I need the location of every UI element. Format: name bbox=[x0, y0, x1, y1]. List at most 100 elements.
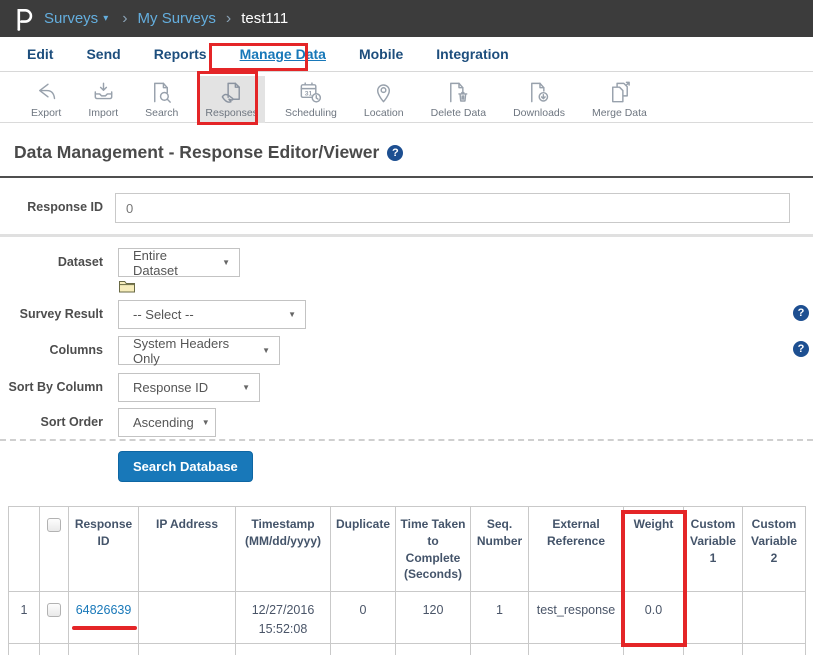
select-column-header bbox=[39, 506, 69, 592]
breadcrumb-separator-icon: › bbox=[225, 9, 232, 27]
breadcrumb-my-surveys[interactable]: My Surveys bbox=[137, 10, 216, 27]
row-checkbox[interactable] bbox=[47, 603, 61, 617]
tab-edit[interactable]: Edit bbox=[27, 46, 54, 62]
toolbar-item-scheduling[interactable]: 31 Scheduling bbox=[278, 76, 344, 123]
toolbar-item-import[interactable]: Import bbox=[81, 76, 125, 123]
timestamp-header: Timestamp (MM/dd/yyyy) bbox=[235, 506, 331, 592]
delete-data-icon bbox=[449, 82, 468, 103]
nav-tab-bar: Edit Send Reports Manage Data Mobile Int… bbox=[0, 37, 813, 72]
tab-integration[interactable]: Integration bbox=[436, 46, 509, 62]
timestamp-time: 15:52:08 bbox=[258, 621, 308, 636]
response-id-link[interactable]: 64826639 bbox=[75, 603, 132, 617]
select-cell bbox=[39, 591, 69, 644]
timestamp-date: 12/27/2016 bbox=[251, 603, 315, 617]
response-id-cell: 64826639 bbox=[68, 591, 139, 644]
toolbar-item-search[interactable]: Search bbox=[138, 76, 185, 123]
tab-send[interactable]: Send bbox=[86, 46, 121, 62]
merge-data-icon bbox=[611, 81, 630, 103]
help-icon[interactable]: ? bbox=[387, 144, 404, 161]
search-icon bbox=[154, 82, 172, 103]
row-number-cell: 1 bbox=[8, 591, 40, 644]
breadcrumb-survey-name: test111 bbox=[241, 10, 289, 27]
columns-label: Columns bbox=[49, 343, 103, 357]
time-taken-cell: 120 bbox=[395, 591, 471, 644]
time-taken-header: Time Taken to Complete (Seconds) bbox=[395, 506, 471, 592]
location-icon bbox=[377, 84, 391, 103]
svg-text:31: 31 bbox=[305, 90, 313, 97]
table-row bbox=[8, 643, 806, 655]
manage-data-toolbar: Export Import Search Responses bbox=[0, 72, 813, 123]
sort-order-label: Sort Order bbox=[40, 415, 103, 429]
dataset-label: Dataset bbox=[57, 255, 103, 269]
page-title: Data Management - Response Editor/Viewer bbox=[14, 142, 380, 162]
toolbar-item-label: Delete Data bbox=[430, 107, 487, 119]
toolbar-item-responses[interactable]: Responses bbox=[198, 76, 265, 123]
sort-order-select-value: Ascending bbox=[133, 415, 194, 430]
duplicate-header: Duplicate bbox=[330, 506, 396, 592]
toolbar-item-location[interactable]: Location bbox=[357, 76, 411, 123]
toolbar-item-label: Merge Data bbox=[592, 107, 647, 119]
questionpro-logo[interactable] bbox=[13, 6, 35, 32]
custom-variable-2-header: Custom Variable 2 bbox=[742, 506, 806, 592]
sort-by-column-select[interactable]: Response ID ▼ bbox=[118, 373, 260, 402]
toolbar-item-label: Import bbox=[88, 107, 119, 119]
toolbar-item-label: Export bbox=[31, 107, 62, 119]
dashed-divider bbox=[0, 439, 813, 441]
toolbar-item-label: Downloads bbox=[513, 107, 566, 119]
columns-select[interactable]: System Headers Only ▼ bbox=[118, 335, 280, 366]
section-divider bbox=[0, 234, 813, 237]
select-caret-icon: ▼ bbox=[288, 310, 296, 319]
search-form: Response ID Dataset Entire Dataset ▼ Sur… bbox=[0, 178, 813, 443]
dataset-select[interactable]: Entire Dataset ▼ bbox=[118, 247, 240, 278]
table-row: 1 64826639 12/27/2016 15:52:08 0 120 1 t… bbox=[8, 591, 806, 644]
select-caret-icon: ▼ bbox=[201, 418, 210, 427]
tab-reports[interactable]: Reports bbox=[153, 46, 207, 62]
toolbar-item-delete-data[interactable]: Delete Data bbox=[424, 76, 493, 123]
tab-mobile[interactable]: Mobile bbox=[358, 46, 404, 62]
external-reference-cell: test_response bbox=[528, 591, 624, 644]
duplicate-cell: 0 bbox=[330, 591, 396, 644]
page-title-row: Data Management - Response Editor/Viewer… bbox=[14, 142, 813, 163]
timestamp-cell: 12/27/2016 15:52:08 bbox=[235, 591, 331, 644]
chevron-down-icon[interactable]: ▾ bbox=[103, 13, 109, 24]
response-id-input[interactable] bbox=[115, 193, 790, 223]
toolbar-item-label: Responses bbox=[205, 107, 258, 119]
toolbar-item-label: Scheduling bbox=[284, 107, 337, 119]
responses-table: Response ID IP Address Timestamp (MM/dd/… bbox=[8, 506, 806, 655]
select-caret-icon: ▼ bbox=[262, 346, 270, 355]
external-reference-header: External Reference bbox=[528, 506, 624, 592]
custom-variable-1-cell bbox=[683, 591, 743, 644]
sort-by-column-select-value: Response ID bbox=[133, 380, 209, 395]
seq-number-cell: 1 bbox=[470, 591, 529, 644]
select-all-checkbox[interactable] bbox=[47, 518, 61, 532]
sort-by-column-label: Sort By Column bbox=[8, 380, 103, 394]
ip-address-cell bbox=[138, 591, 236, 644]
scheduling-icon: 31 bbox=[301, 82, 322, 103]
downloads-icon bbox=[530, 82, 548, 103]
table-header-row: Response ID IP Address Timestamp (MM/dd/… bbox=[8, 506, 806, 592]
columns-help-icon[interactable]: ? bbox=[793, 341, 809, 357]
survey-result-select-value: -- Select -- bbox=[133, 307, 194, 322]
search-database-button[interactable]: Search Database bbox=[118, 451, 253, 482]
weight-header: Weight bbox=[623, 506, 684, 592]
toolbar-item-label: Search bbox=[145, 107, 179, 119]
custom-variable-1-header: Custom Variable 1 bbox=[683, 506, 743, 592]
toolbar-item-label: Location bbox=[363, 107, 404, 119]
ip-address-header: IP Address bbox=[138, 506, 236, 592]
survey-result-help-icon[interactable]: ? bbox=[793, 305, 809, 321]
dataset-folder-icon[interactable] bbox=[119, 280, 135, 293]
columns-select-value: System Headers Only bbox=[133, 335, 230, 366]
weight-cell: 0.0 bbox=[623, 591, 684, 644]
toolbar-item-export[interactable]: Export bbox=[24, 76, 68, 123]
dataset-select-value: Entire Dataset bbox=[133, 247, 178, 278]
sort-order-select[interactable]: Ascending ▼ bbox=[118, 408, 216, 437]
toolbar-item-downloads[interactable]: Downloads bbox=[506, 76, 572, 123]
breadcrumb-surveys[interactable]: Surveys bbox=[44, 10, 99, 27]
tab-manage-data[interactable]: Manage Data bbox=[239, 46, 326, 62]
export-icon bbox=[38, 83, 55, 100]
survey-result-select[interactable]: -- Select -- ▼ bbox=[118, 300, 306, 329]
response-id-label: Response ID bbox=[27, 200, 103, 214]
seq-number-header: Seq. Number bbox=[470, 506, 529, 592]
toolbar-item-merge-data[interactable]: Merge Data bbox=[585, 76, 654, 123]
